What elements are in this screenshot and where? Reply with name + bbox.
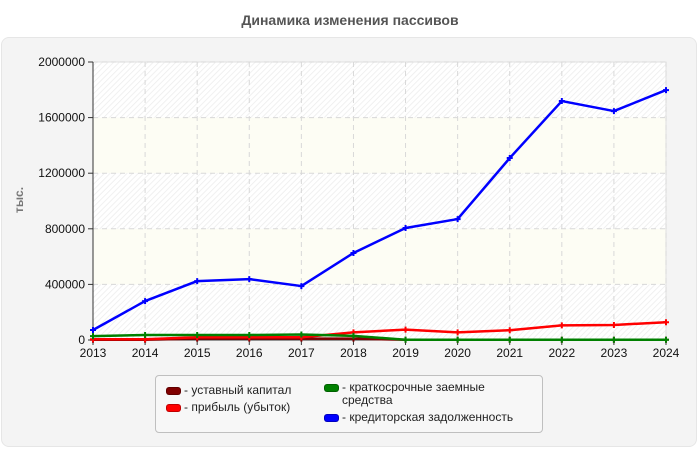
data-point-marker-icon bbox=[663, 319, 669, 326]
data-point-marker-icon bbox=[90, 333, 96, 340]
y-tick-label: 2000000 bbox=[38, 55, 85, 69]
series-line bbox=[93, 320, 667, 341]
data-point-marker-icon bbox=[298, 331, 305, 338]
y-tick-label: 800000 bbox=[45, 222, 85, 236]
legend: - уставный капитал - прибыль (убыток) - … bbox=[155, 375, 543, 433]
data-point-marker-icon bbox=[194, 331, 201, 338]
data-point-marker-icon bbox=[246, 276, 253, 283]
series-line bbox=[92, 88, 667, 332]
x-tick-label: 2013 bbox=[80, 346, 107, 360]
data-point-marker-icon bbox=[558, 336, 565, 343]
x-tick-label: 2019 bbox=[392, 346, 419, 360]
data-point-marker-icon bbox=[454, 329, 461, 336]
series-line bbox=[92, 333, 666, 341]
legend-item-profit: - прибыль (убыток) bbox=[166, 401, 290, 414]
plot-background bbox=[92, 61, 667, 341]
data-point-marker-icon bbox=[610, 336, 617, 343]
legend-label: - уставный капитал bbox=[184, 383, 292, 397]
legend-label: - краткосрочные заемные средства bbox=[342, 380, 485, 407]
data-point-marker-icon bbox=[454, 216, 461, 223]
legend-swatch-icon bbox=[166, 387, 181, 395]
data-point-marker-icon bbox=[90, 326, 96, 333]
axes: 0 400000 800000 1200000 1600000 2000000 2013 20… bbox=[38, 55, 679, 360]
x-tick-label: 2015 bbox=[184, 346, 211, 360]
data-point-marker-icon bbox=[402, 336, 409, 343]
data-point-marker-icon bbox=[298, 283, 305, 290]
legend-item-accounts-payable: - кредиторская задолженность bbox=[324, 411, 513, 424]
data-point-marker-icon bbox=[454, 336, 461, 343]
legend-label: - кредиторская задолженность bbox=[342, 410, 514, 424]
x-tick-label: 2021 bbox=[496, 346, 523, 360]
y-tick-label: 1600000 bbox=[38, 111, 85, 125]
data-point-marker-icon bbox=[350, 332, 357, 339]
x-tick-label: 2016 bbox=[236, 346, 263, 360]
data-point-marker-icon bbox=[663, 87, 669, 94]
legend-swatch-icon bbox=[166, 404, 181, 412]
chart-title: Динамика изменения пассивов bbox=[241, 12, 459, 28]
data-point-marker-icon bbox=[506, 336, 513, 343]
legend-item-charter-capital: - уставный капитал bbox=[166, 384, 291, 397]
data-point-marker-icon bbox=[558, 98, 565, 105]
x-tick-label: 2022 bbox=[548, 346, 575, 360]
data-point-marker-icon bbox=[506, 327, 513, 334]
y-axis-label: тыс. bbox=[12, 187, 26, 213]
legend-swatch-icon bbox=[324, 384, 339, 392]
y-tick-label: 0 bbox=[78, 333, 85, 347]
data-point-marker-icon bbox=[506, 155, 513, 162]
data-point-marker-icon bbox=[663, 336, 669, 343]
data-point-marker-icon bbox=[610, 108, 617, 115]
data-point-marker-icon bbox=[142, 298, 149, 305]
data-point-marker-icon bbox=[194, 278, 201, 285]
legend-swatch-icon bbox=[324, 414, 339, 422]
data-point-marker-icon bbox=[558, 322, 565, 329]
x-tick-label: 2014 bbox=[132, 346, 159, 360]
data-point-marker-icon bbox=[350, 249, 357, 256]
x-tick-label: 2017 bbox=[288, 346, 315, 360]
x-tick-label: 2020 bbox=[444, 346, 471, 360]
data-point-marker-icon bbox=[610, 321, 617, 328]
legend-item-short-term-loans: - краткосрочные заемные средства bbox=[324, 381, 485, 407]
data-series bbox=[90, 87, 669, 343]
data-point-marker-icon bbox=[246, 331, 253, 338]
y-tick-label: 1200000 bbox=[38, 166, 85, 180]
data-point-marker-icon bbox=[402, 326, 409, 333]
y-tick-label: 400000 bbox=[45, 277, 85, 291]
x-tick-label: 2023 bbox=[601, 346, 628, 360]
x-tick-label: 2018 bbox=[340, 346, 367, 360]
legend-label: - прибыль (убыток) bbox=[184, 400, 291, 414]
data-point-marker-icon bbox=[142, 331, 149, 338]
x-tick-label: 2024 bbox=[653, 346, 680, 360]
data-point-marker-icon bbox=[402, 224, 409, 231]
